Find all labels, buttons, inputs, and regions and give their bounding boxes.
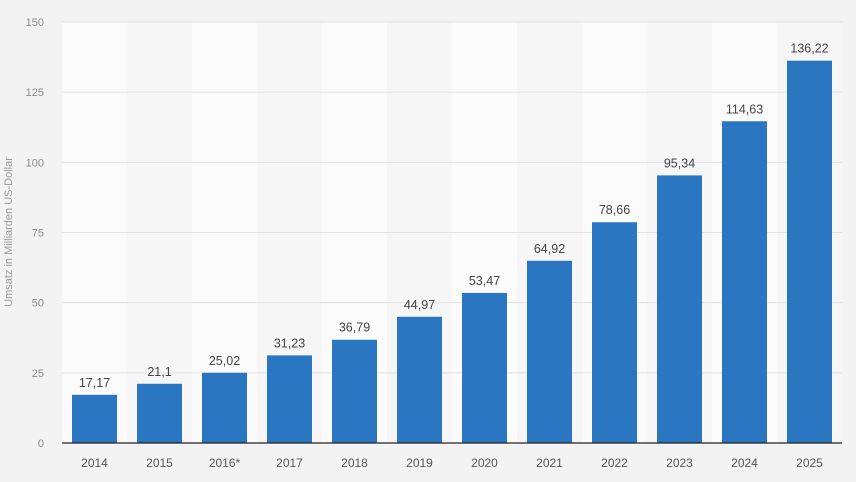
bar xyxy=(397,316,442,443)
data-label: 95,34 xyxy=(664,156,695,170)
x-tick-label: 2017 xyxy=(276,456,303,470)
x-tick-label: 2016* xyxy=(209,456,241,470)
x-tick-label: 2020 xyxy=(471,456,498,470)
y-tick-label: 50 xyxy=(32,298,44,310)
x-tick-label: 2024 xyxy=(731,456,758,470)
y-tick-label: 25 xyxy=(32,368,44,380)
y-tick-label: 150 xyxy=(26,17,44,29)
bar xyxy=(462,292,507,443)
bar xyxy=(137,383,182,443)
bar xyxy=(592,222,637,443)
data-label: 114,63 xyxy=(726,102,763,116)
x-tick-label: 2025 xyxy=(796,456,823,470)
data-label: 17,17 xyxy=(79,376,110,390)
x-tick-label: 2022 xyxy=(601,456,628,470)
data-label: 53,47 xyxy=(469,274,500,288)
data-label: 31,23 xyxy=(274,336,305,350)
y-tick-label: 100 xyxy=(26,157,44,169)
bar xyxy=(72,394,117,443)
bar xyxy=(787,60,832,443)
x-tick-label: 2015 xyxy=(146,456,173,470)
data-label: 36,79 xyxy=(339,321,370,335)
data-label: 78,66 xyxy=(599,203,630,217)
bar xyxy=(267,355,312,443)
y-axis-ticks: 0 25 50 75 100 125 150 xyxy=(26,17,44,450)
bars xyxy=(72,60,832,444)
bar xyxy=(657,175,702,443)
x-tick-label: 2018 xyxy=(341,456,368,470)
bar xyxy=(527,260,572,443)
data-label: 21,1 xyxy=(147,365,171,379)
bar xyxy=(202,372,247,443)
y-tick-label: 0 xyxy=(38,438,44,450)
x-tick-label: 2023 xyxy=(666,456,693,470)
x-tick-label: 2021 xyxy=(536,456,563,470)
y-tick-label: 125 xyxy=(26,87,44,99)
bar xyxy=(722,121,767,444)
data-label: 64,92 xyxy=(534,242,565,256)
x-tick-label: 2019 xyxy=(406,456,433,470)
data-labels: 17,17 21,1 25,02 31,23 36,79 44,97 53,47 64,92 7… xyxy=(79,42,829,390)
y-tick-label: 75 xyxy=(32,228,44,240)
data-label: 25,02 xyxy=(209,354,240,368)
bar xyxy=(332,339,377,443)
y-axis-label: Umsatz in Milliarden US-Dollar xyxy=(3,157,15,307)
data-label: 136,22 xyxy=(790,42,828,56)
x-axis-ticks: 2014 2015 2016* 2017 2018 2019 2020 2021 2022 202… xyxy=(81,456,823,470)
gridlines xyxy=(62,21,842,374)
x-tick-label: 2014 xyxy=(81,456,108,470)
data-label: 44,97 xyxy=(404,298,435,312)
